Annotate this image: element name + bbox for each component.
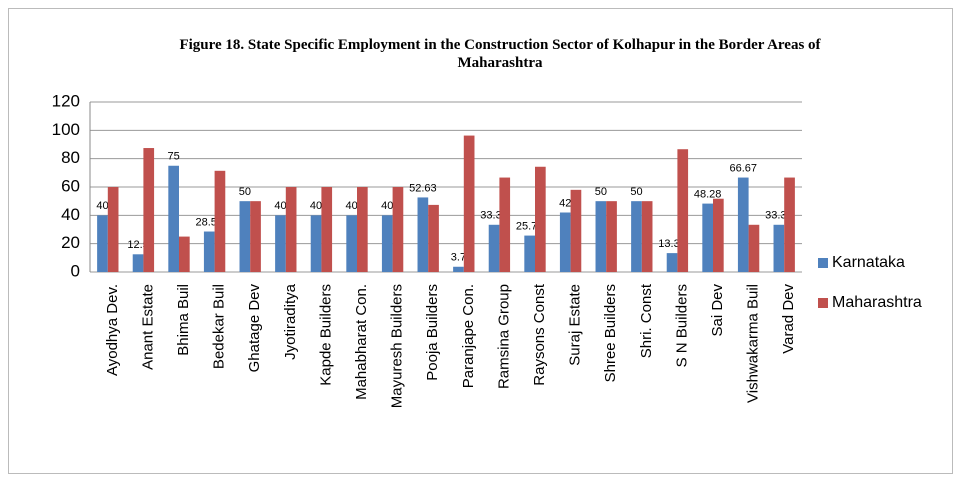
bar [488,224,500,272]
data-label: 66.67 [729,162,757,174]
data-label: 40 [96,200,108,212]
x-tick-label: Kapde Builders [317,284,334,386]
data-label: 40 [381,200,393,212]
bar [666,253,678,272]
bar [499,177,511,272]
bar [381,215,393,272]
bar [748,224,760,272]
x-tick-label: Bedekar Buil [211,284,228,369]
bar [214,170,226,272]
x-tick-label: Ayodhya Dev. [104,284,121,376]
data-label: 40 [310,200,322,212]
bar [631,201,642,272]
x-tick-label: S N Builders [673,284,690,367]
bar [275,215,286,272]
data-label: 75 [168,151,180,163]
x-tick-label: Bhima Buil [175,284,192,356]
x-tick-label: Ramsina Group [495,284,512,389]
bar [595,201,607,272]
bar [321,187,333,272]
x-tick-label: Pooja Builders [424,284,441,381]
x-tick-label: Raysons Const [531,283,548,386]
y-tick-label: 120 [52,91,80,110]
y-tick-label: 80 [61,148,80,167]
bar [713,198,724,272]
bar [535,166,546,272]
data-label: 40 [274,200,286,212]
bar [239,201,251,272]
y-tick-label: 0 [71,261,80,280]
x-tick-label: Mahabharat Con. [353,284,370,400]
bar [641,201,653,272]
bar [773,224,785,272]
bar [168,165,179,272]
bar [107,187,119,272]
bar [784,177,795,272]
bar [285,187,297,272]
bar [143,148,155,272]
bar [346,215,357,272]
y-tick-label: 20 [61,233,80,252]
legend-label: Maharashtra [832,294,922,311]
x-tick-label: Shri. Const [638,283,655,358]
bar [570,189,582,272]
bar [203,231,215,272]
bar [417,197,429,272]
chart-title: Figure 18. State Specific Employment in … [179,37,821,71]
bar [702,203,713,272]
data-label: 50 [630,186,642,198]
bar [463,135,475,272]
data-label: 48.28 [694,189,722,201]
x-tick-label: Suraj Estate [567,284,584,366]
bar [392,187,404,272]
bar [677,149,689,272]
legend-swatch [818,298,828,308]
bar [428,204,439,272]
bar [606,201,617,272]
data-label: 40 [346,200,358,212]
y-tick-label: 40 [61,205,80,224]
x-tick-label: Mayuresh Builders [389,284,406,408]
data-label: 42 [559,197,571,209]
x-tick-label: Ghatage Dev [246,284,263,373]
x-tick-label: Vishwakarma Buil [745,284,762,403]
data-label: 3.7 [451,252,466,264]
legend-label: Karnataka [832,254,905,271]
x-tick-label: Jyotiraditya [282,283,299,360]
x-tick-label: Sai Dev [709,284,726,337]
chart-frame [8,8,953,474]
bar [310,215,322,272]
legend-swatch [818,258,828,268]
bar [357,187,368,272]
data-label: 50 [595,186,607,198]
bar [97,215,108,272]
bar [132,254,144,272]
data-label: 50 [239,186,251,198]
bar [179,236,190,272]
data-label: 52.63 [409,182,437,194]
bar [559,212,571,272]
x-tick-label: Anant Estate [139,284,156,370]
x-tick-label: Varad Dev [780,284,797,354]
y-tick-label: 60 [61,176,80,195]
bar [524,235,535,272]
bar [737,177,749,272]
bar [250,201,261,272]
bar [453,266,464,272]
x-tick-label: Shree Builders [602,284,619,382]
x-tick-label: Paranjape Con. [460,284,477,388]
y-tick-label: 100 [52,120,80,139]
